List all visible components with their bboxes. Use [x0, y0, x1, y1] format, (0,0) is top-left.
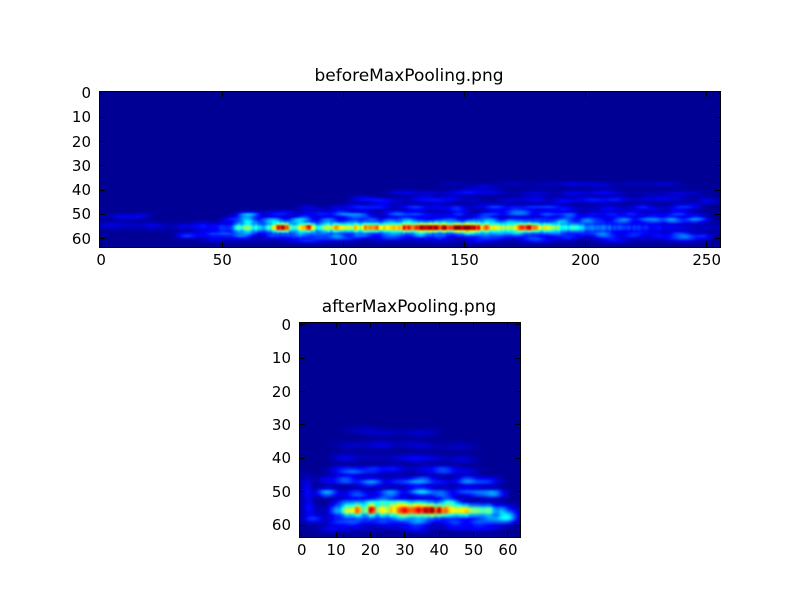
x-tick-label: 10 [326, 541, 346, 559]
y-tick-label: 10 [71, 108, 91, 127]
heatmap-image-before [100, 92, 720, 247]
x-tick-mark [369, 532, 371, 537]
x-tick-mark [404, 323, 406, 328]
y-tick-label: 20 [271, 382, 291, 401]
x-tick-mark [335, 323, 337, 328]
x-tick-mark [100, 242, 102, 247]
x-tick-label: 0 [96, 251, 106, 269]
y-tick-mark [100, 141, 105, 143]
x-tick-label: 150 [450, 251, 479, 269]
x-tick-label: 60 [498, 541, 518, 559]
y-tick-mark [515, 424, 520, 426]
y-tick-mark [100, 116, 105, 118]
x-tick-mark [585, 92, 587, 97]
y-tick-mark [300, 357, 305, 359]
y-tick-mark [100, 189, 105, 191]
x-tick-mark [342, 92, 344, 97]
y-tick-mark [715, 116, 720, 118]
y-tick-label: 10 [271, 349, 291, 368]
x-tick-label: 20 [360, 541, 381, 559]
x-tick-label: 250 [692, 251, 721, 269]
y-tick-mark [515, 357, 520, 359]
y-tick-mark [715, 189, 720, 191]
heatmap-image-after [300, 323, 520, 537]
y-tick-mark [300, 524, 305, 526]
y-tick-mark [300, 457, 305, 459]
x-tick-mark [706, 242, 708, 247]
x-tick-mark [335, 532, 337, 537]
y-tick-mark [515, 491, 520, 493]
y-tick-mark [300, 391, 305, 393]
y-tick-mark [715, 238, 720, 240]
y-tick-mark [100, 165, 105, 167]
y-tick-mark [515, 457, 520, 459]
x-tick-mark [585, 242, 587, 247]
x-tick-mark [507, 323, 509, 328]
y-tick-label: 30 [271, 415, 291, 434]
x-tick-mark [301, 532, 303, 537]
y-tick-label: 60 [271, 516, 291, 535]
x-tick-mark [438, 323, 440, 328]
x-tick-mark [473, 323, 475, 328]
x-tick-mark [473, 532, 475, 537]
x-tick-mark [463, 92, 465, 97]
subplot-title-before: beforeMaxPooling.png [314, 66, 504, 86]
x-tick-label: 50 [464, 541, 484, 559]
y-tick-label: 50 [71, 205, 91, 224]
x-tick-mark [706, 92, 708, 97]
subplot-title-after: afterMaxPooling.png [321, 297, 497, 317]
x-tick-label: 100 [329, 251, 358, 269]
heatmap-axes-before [99, 91, 721, 248]
x-tick-mark [221, 92, 223, 97]
y-tick-mark [100, 92, 105, 94]
y-tick-mark [300, 324, 305, 326]
x-tick-mark [438, 532, 440, 537]
y-tick-label: 60 [71, 229, 91, 248]
x-tick-mark [404, 532, 406, 537]
y-tick-mark [100, 238, 105, 240]
y-tick-label: 40 [271, 449, 291, 468]
x-tick-mark [342, 242, 344, 247]
x-tick-label: 40 [429, 541, 449, 559]
x-tick-mark [507, 532, 509, 537]
y-tick-label: 0 [81, 84, 91, 103]
y-tick-label: 50 [271, 482, 291, 501]
x-tick-mark [463, 242, 465, 247]
x-tick-label: 50 [212, 251, 232, 269]
y-tick-mark [715, 213, 720, 215]
y-tick-mark [715, 92, 720, 94]
y-tick-mark [300, 424, 305, 426]
y-tick-label: 30 [71, 156, 91, 175]
x-tick-mark [221, 242, 223, 247]
y-tick-mark [100, 213, 105, 215]
x-tick-label: 0 [296, 541, 307, 559]
y-tick-mark [515, 524, 520, 526]
x-tick-label: 200 [571, 251, 600, 269]
y-tick-label: 20 [71, 132, 91, 151]
y-tick-mark [300, 491, 305, 493]
x-tick-mark [369, 323, 371, 328]
y-tick-mark [515, 391, 520, 393]
x-tick-label: 30 [395, 541, 415, 559]
y-tick-label: 40 [71, 181, 91, 200]
y-tick-label: 0 [281, 315, 291, 334]
y-tick-mark [515, 324, 520, 326]
x-tick-mark [100, 92, 102, 97]
x-tick-mark [301, 323, 303, 328]
heatmap-axes-after [299, 322, 521, 538]
y-tick-mark [715, 165, 720, 167]
y-tick-mark [715, 141, 720, 143]
